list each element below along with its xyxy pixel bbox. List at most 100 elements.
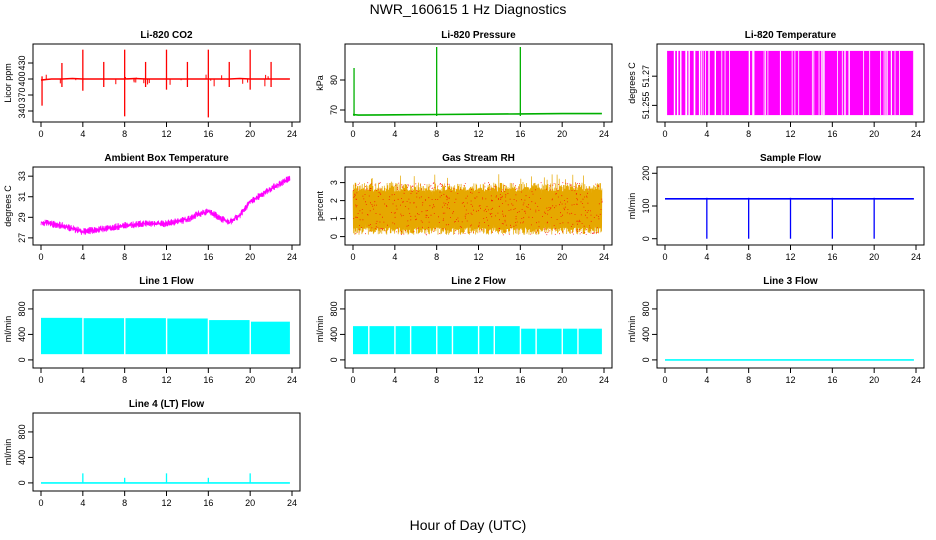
band-gap <box>394 290 396 368</box>
band-gap <box>791 50 793 116</box>
x-tick-label: 20 <box>245 498 255 508</box>
y-axis-label: degrees C <box>627 62 637 104</box>
x-tick-label: 8 <box>122 252 127 262</box>
x-tick-label: 12 <box>473 252 483 262</box>
y-tick-label: 0 <box>329 234 339 239</box>
x-tick-label: 24 <box>599 375 609 385</box>
band-gap <box>823 50 824 116</box>
band-gap <box>249 290 251 368</box>
y-axis-label: kPa <box>315 75 325 91</box>
y-axis-label: Licor ppm <box>3 63 13 103</box>
temperature-band <box>667 50 914 116</box>
x-tick-label: 8 <box>746 129 751 139</box>
band-gap <box>676 44 679 122</box>
band-gap <box>748 50 750 116</box>
x-tick-label: 24 <box>287 252 297 262</box>
panel-3: 0 4 8 12 16 20 24 51.255 51.27 Li-820 Temperature… <box>627 30 925 139</box>
x-tick-label: 16 <box>827 252 837 262</box>
x-tick-label: 12 <box>785 252 795 262</box>
x-tick-label: 20 <box>557 129 567 139</box>
y-axis-label: ml/min <box>3 316 13 343</box>
x-tick-label: 20 <box>869 252 879 262</box>
x-tick-label: 16 <box>203 129 213 139</box>
x-tick-label: 24 <box>287 129 297 139</box>
band-gap <box>912 50 914 116</box>
plot-area <box>353 290 602 368</box>
band-gap <box>686 50 688 116</box>
flow-band-4 <box>166 318 209 355</box>
band-gap <box>752 44 754 122</box>
band-gap <box>694 50 696 116</box>
panel-6: 0 4 8 12 16 20 24 0 100 200 Sample Flow ml/min <box>627 153 925 262</box>
y-tick-label: 800 <box>17 424 27 439</box>
y-tick-label: 400 <box>641 327 651 342</box>
x-tick-label: 12 <box>161 252 171 262</box>
band-gap <box>894 50 896 116</box>
y-tick-label: 3 <box>329 180 339 185</box>
flow-band-5 <box>208 320 251 355</box>
rh-series <box>352 174 603 235</box>
band-gap <box>779 50 781 116</box>
band-gap <box>693 44 696 122</box>
x-tick-label: 8 <box>122 129 127 139</box>
x-tick-label: 16 <box>827 375 837 385</box>
plot-area <box>41 473 290 484</box>
series-line <box>352 112 602 116</box>
x-tick-label: 16 <box>515 375 525 385</box>
band-gap <box>885 50 887 116</box>
band-gap <box>477 290 480 368</box>
band-gap <box>680 44 682 122</box>
rh-points <box>353 182 603 236</box>
x-axis-title: Hour of Day (UTC) <box>409 517 527 533</box>
y-axis-label: ml/min <box>3 439 13 466</box>
x-tick-label: 8 <box>122 498 127 508</box>
band-gap <box>794 50 796 116</box>
band-gap <box>714 44 716 122</box>
x-tick-label: 16 <box>827 129 837 139</box>
x-tick-label: 24 <box>287 498 297 508</box>
x-tick-label: 24 <box>599 129 609 139</box>
band-gap <box>561 290 563 368</box>
y-tick-label: 0 <box>17 357 27 362</box>
band-gap <box>721 50 723 116</box>
x-tick-label: 0 <box>350 252 355 262</box>
band-gap <box>844 44 846 122</box>
x-tick-label: 4 <box>80 129 85 139</box>
x-tick-label: 8 <box>434 252 439 262</box>
x-tick-label: 24 <box>911 252 921 262</box>
flow-band-1 <box>41 317 83 355</box>
band-gap <box>436 290 438 368</box>
panel-title: Li-820 Temperature <box>745 30 837 41</box>
panel-title: Gas Stream RH <box>442 153 515 164</box>
band-gap <box>880 50 881 116</box>
band-gap <box>165 290 168 368</box>
y-tick-label: 100 <box>641 198 651 213</box>
y-tick-label: 0 <box>641 236 651 241</box>
flow-band-2 <box>82 318 125 355</box>
band-gap <box>841 50 843 116</box>
y-tick-label: 340 <box>17 103 27 118</box>
x-tick-label: 24 <box>911 375 921 385</box>
plot-area <box>40 49 290 118</box>
x-tick-label: 4 <box>80 498 85 508</box>
x-tick-label: 20 <box>245 375 255 385</box>
y-tick-label: 27 <box>17 233 27 243</box>
panel-title: Line 1 Flow <box>139 276 194 287</box>
x-tick-label: 12 <box>161 129 171 139</box>
band-gap <box>493 290 495 368</box>
y-tick-label: 400 <box>329 327 339 342</box>
series-line <box>40 77 290 81</box>
band-gap <box>673 44 676 122</box>
band-gap <box>535 290 537 368</box>
y-tick-label: 51.255 <box>641 92 651 120</box>
x-tick-label: 24 <box>599 252 609 262</box>
band-gap <box>708 44 710 122</box>
band-gap <box>848 44 850 122</box>
x-tick-label: 20 <box>557 252 567 262</box>
y-tick-label: 400 <box>17 327 27 342</box>
panel-8: 0 4 8 12 16 20 24 0 400 800 Line 2 Flow ml/min <box>315 276 613 385</box>
plot-area <box>667 44 914 122</box>
figure-title: NWR_160615 1 Hz Diagnostics <box>369 1 567 17</box>
